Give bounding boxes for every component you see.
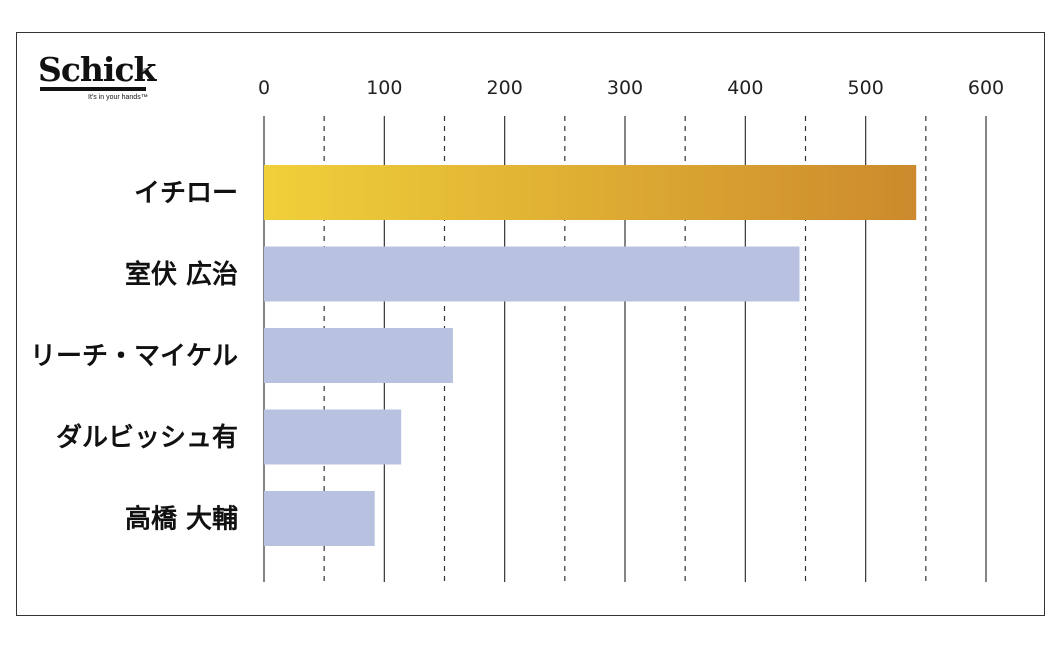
x-tick-label: 300 bbox=[607, 77, 643, 99]
category-label: 高橋 大輔 bbox=[125, 504, 238, 535]
x-tick-label: 200 bbox=[487, 77, 523, 99]
category-label: 室伏 広治 bbox=[125, 259, 238, 290]
logo-tagline: It's in your hands™ bbox=[88, 94, 148, 101]
chart-frame bbox=[16, 32, 1045, 616]
category-label: リーチ・マイケル bbox=[30, 342, 238, 372]
x-tick-label: 600 bbox=[968, 77, 1004, 99]
x-axis-ticks: 0 100 200 300 400 500 600 bbox=[258, 77, 1004, 99]
x-tick-label: 100 bbox=[366, 77, 402, 99]
x-tick-label: 400 bbox=[727, 77, 763, 99]
bar bbox=[264, 491, 375, 546]
bar bbox=[264, 328, 453, 383]
category-label: イチロー bbox=[134, 179, 238, 209]
schick-logo: Schick ® It's in your hands™ bbox=[38, 50, 168, 110]
logo-registered-mark: ® bbox=[142, 67, 150, 76]
x-tick-label: 500 bbox=[848, 77, 884, 99]
bar bbox=[264, 246, 800, 302]
logo-underline bbox=[40, 87, 146, 91]
category-label: ダルビッシュ有 bbox=[56, 422, 238, 453]
logo-wordmark: Schick bbox=[38, 50, 156, 89]
bars bbox=[264, 165, 917, 546]
bar bbox=[264, 409, 402, 465]
bar bbox=[264, 165, 917, 220]
x-tick-label: 0 bbox=[258, 77, 270, 99]
